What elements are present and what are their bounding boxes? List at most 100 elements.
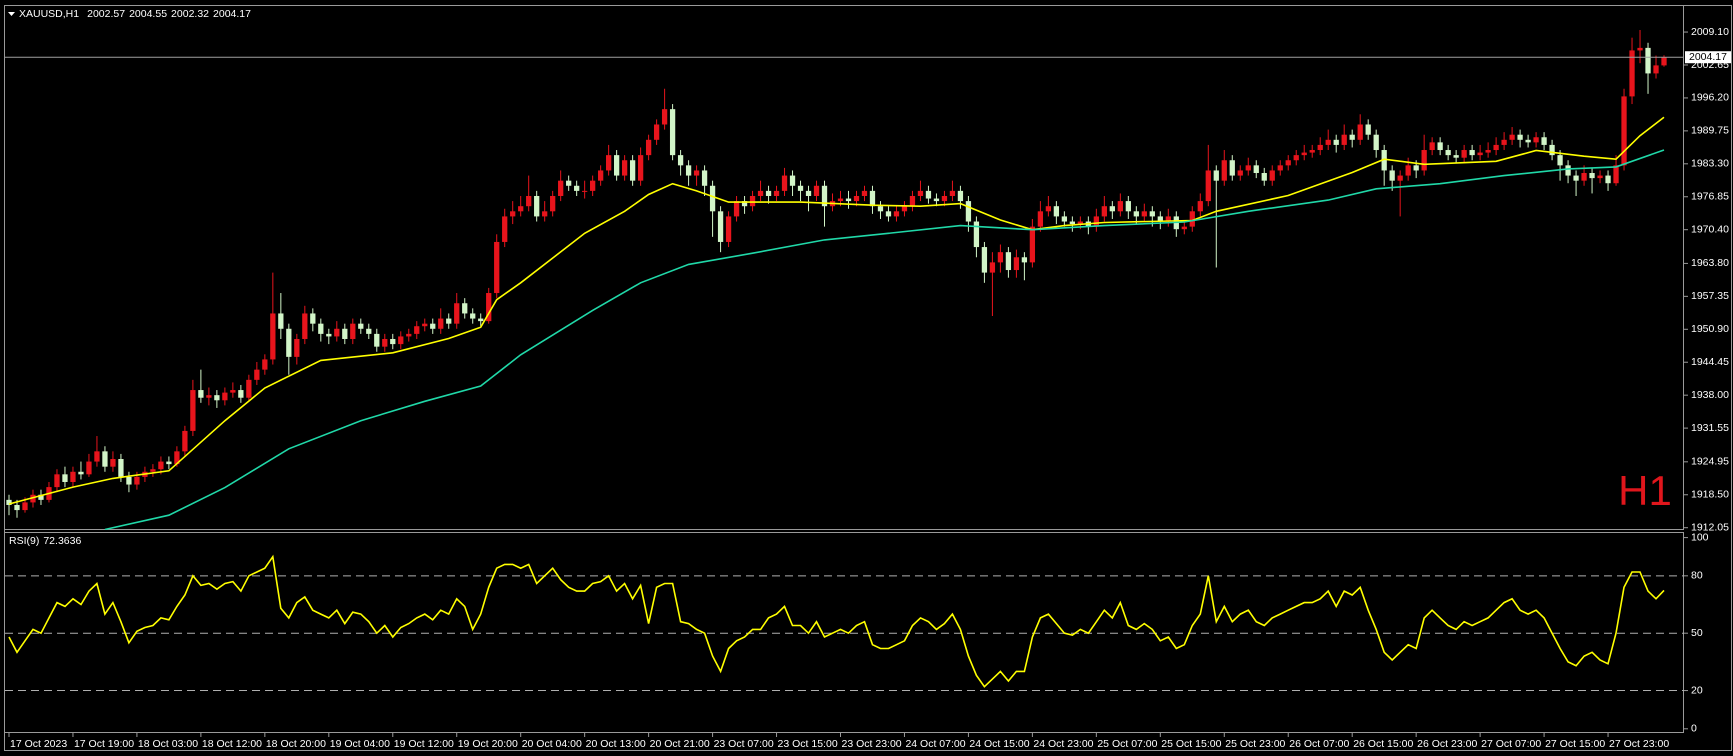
candle-body [797, 185, 804, 191]
candle-body [1253, 165, 1259, 174]
candle-body [1069, 221, 1076, 225]
x-tick-label: 18 Oct 03:00 [138, 738, 198, 750]
candle-body [717, 211, 724, 242]
candle-body [1245, 165, 1251, 171]
candle-body [302, 313, 308, 339]
candle-body [1645, 47, 1651, 74]
x-tick-label: 24 Oct 23:00 [1033, 738, 1093, 750]
candle-body [254, 369, 260, 380]
candle-body [1485, 150, 1491, 153]
candle-body [438, 318, 444, 329]
candle-body [1493, 144, 1499, 151]
candle-body [1589, 173, 1595, 179]
candle-body [182, 430, 188, 452]
candle-body [606, 155, 612, 171]
timeframe-watermark: H1 [1618, 467, 1672, 514]
candle-body [350, 323, 356, 339]
candle-body [813, 185, 820, 196]
candle-body [1077, 221, 1083, 225]
candle-body [526, 195, 532, 207]
candle-body [1037, 211, 1044, 227]
candle-body [1501, 139, 1507, 145]
candle-body [1029, 226, 1036, 263]
candle-body [941, 195, 948, 202]
candle-body [1381, 150, 1387, 171]
candle-body [621, 160, 628, 176]
candle-body [190, 390, 196, 431]
candle-body [478, 318, 484, 322]
y-tick-label: 1938.00 [1691, 389, 1729, 401]
y-tick-label: 50 [1691, 627, 1703, 639]
candle-body [869, 190, 876, 207]
candle-body [1285, 160, 1291, 166]
candle-body [174, 451, 180, 465]
y-tick-label: 1989.75 [1691, 125, 1729, 137]
candle-body [1277, 165, 1283, 171]
x-tick-label: 25 Oct 23:00 [1225, 738, 1285, 750]
candle-body [366, 328, 372, 334]
y-tick-label: 1924.95 [1691, 456, 1729, 468]
candle-body [54, 474, 60, 488]
x-tick-label: 26 Oct 23:00 [1417, 738, 1477, 750]
candle-body [414, 326, 420, 334]
x-tick-label: 27 Oct 23:00 [1609, 738, 1669, 750]
x-tick-label: 18 Oct 12:00 [202, 738, 262, 750]
candle-body [398, 336, 404, 345]
candle-body [294, 338, 300, 357]
candle-body [14, 504, 20, 511]
moving-average-line [104, 149, 1665, 530]
candle-body [965, 201, 972, 222]
candle-body [1117, 201, 1123, 212]
candle-body [1213, 170, 1219, 181]
candle-body [1653, 65, 1659, 74]
candle-body [1533, 137, 1539, 143]
candle-body [1661, 57, 1667, 66]
x-tick-label: 20 Oct 04:00 [522, 738, 582, 750]
candle-body [1125, 201, 1131, 212]
candle-body [1229, 160, 1235, 176]
candle-body [70, 471, 76, 482]
x-tick-label: 19 Oct 12:00 [394, 738, 454, 750]
rsi-label: RSI(9) [9, 535, 39, 547]
candle-body [685, 165, 692, 176]
candle-body [957, 190, 964, 202]
candle-body [494, 241, 500, 294]
candle-body [134, 476, 140, 485]
x-tick-label: 25 Oct 15:00 [1161, 738, 1221, 750]
candle-body [765, 190, 772, 196]
candle-body [1165, 216, 1171, 222]
candle-body [1605, 175, 1611, 184]
y-tick-label: 1996.20 [1691, 92, 1729, 104]
x-tick-label: 25 Oct 07:00 [1097, 738, 1157, 750]
candle-body [821, 185, 828, 207]
candle-body [637, 155, 644, 181]
y-tick-label: 1918.50 [1691, 489, 1729, 501]
x-tick-label: 19 Oct 04:00 [330, 738, 390, 750]
candle-body [949, 190, 956, 196]
candle-body [246, 379, 252, 398]
candle-body [166, 461, 172, 465]
candle-body [981, 247, 988, 273]
candle-body [230, 390, 236, 393]
candle-body [925, 190, 932, 199]
symbol: XAUUSD,H1 [19, 8, 79, 20]
candle-body [1421, 150, 1427, 171]
candle-body [973, 221, 980, 248]
candle-body [989, 262, 996, 273]
candle-body [1269, 170, 1275, 181]
candle-body [1053, 206, 1060, 217]
candle-body [909, 195, 916, 207]
y-tick-label: 1970.40 [1691, 223, 1729, 235]
candle-body [1437, 142, 1443, 151]
candle-body [486, 293, 492, 322]
candle-body [1237, 170, 1243, 176]
candle-body [78, 471, 84, 475]
candle-body [278, 313, 284, 329]
candle-body [1133, 211, 1139, 217]
candle-body [1261, 173, 1267, 181]
moving-average-line [8, 116, 1665, 505]
candle-body [94, 451, 100, 462]
candle-body [885, 211, 892, 217]
candle-body [582, 190, 588, 192]
candle-body [1005, 252, 1012, 271]
